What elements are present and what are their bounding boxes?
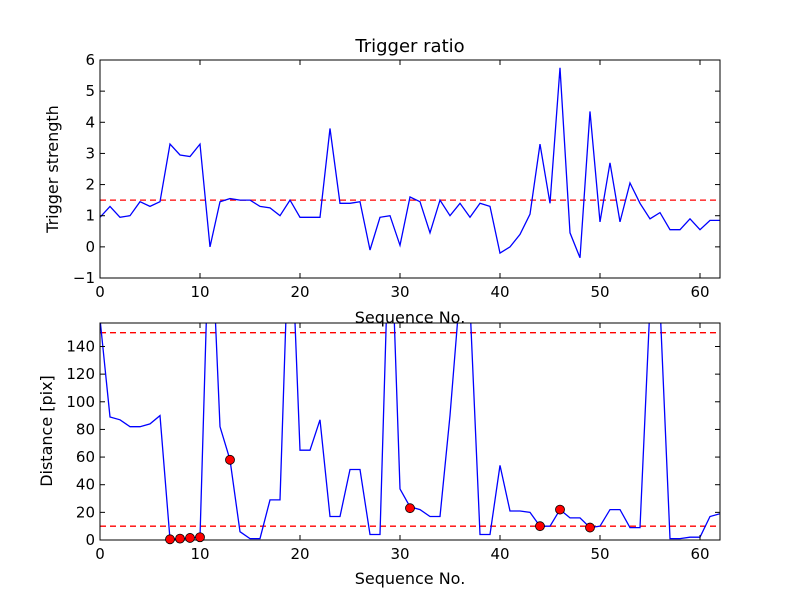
y-tick-label: 2 bbox=[85, 176, 95, 194]
plot-frame bbox=[99, 59, 721, 279]
plot-frame bbox=[99, 322, 721, 541]
x-tick-label: 30 bbox=[390, 283, 409, 301]
marker-group bbox=[165, 454, 595, 545]
plot-area bbox=[100, 323, 720, 540]
x-tick-label: 10 bbox=[190, 545, 209, 563]
x-tick-label: 40 bbox=[490, 545, 509, 563]
data-marker bbox=[165, 534, 175, 545]
data-marker bbox=[225, 454, 235, 465]
y-tick-label: 140 bbox=[66, 337, 95, 355]
x-tick-label: 20 bbox=[290, 545, 309, 563]
y-tick-label: 0 bbox=[85, 238, 95, 256]
x-tick-label: 50 bbox=[590, 545, 609, 563]
y-tick-label: 60 bbox=[76, 448, 95, 466]
series-line bbox=[100, 323, 720, 540]
y-tick-label: 6 bbox=[85, 51, 95, 69]
y-axis-label: Trigger strength bbox=[43, 105, 62, 234]
y-tick-label: 3 bbox=[85, 144, 95, 162]
data-marker bbox=[195, 532, 205, 543]
x-tick-label: 0 bbox=[95, 545, 105, 563]
data-marker bbox=[555, 504, 565, 515]
y-tick-label: 4 bbox=[85, 113, 95, 131]
x-tick-label: 10 bbox=[190, 283, 209, 301]
y-tick-label: 80 bbox=[76, 420, 95, 438]
y-tick-label: 5 bbox=[85, 82, 95, 100]
data-marker bbox=[405, 503, 415, 514]
data-marker bbox=[175, 533, 185, 544]
data-marker bbox=[585, 522, 595, 533]
y-axis-label: Distance [pix] bbox=[37, 375, 56, 487]
y-tick-label: 20 bbox=[76, 503, 95, 521]
y-tick-label: 0 bbox=[85, 531, 95, 549]
x-axis-label: Sequence No. bbox=[355, 308, 466, 327]
y-tick-label: 40 bbox=[76, 476, 95, 494]
chart-title: Trigger ratio bbox=[354, 36, 464, 57]
y-tick-label: 120 bbox=[66, 365, 95, 383]
distance-chart: 0 10 20 30 40 50 60 0 20 40 60 80 100 120 140 Sequence… bbox=[37, 322, 721, 588]
x-axis-label: Sequence No. bbox=[355, 569, 466, 588]
x-tick-label: 30 bbox=[390, 545, 409, 563]
x-tick-label: 20 bbox=[290, 283, 309, 301]
y-tick-label: −1 bbox=[73, 269, 95, 287]
x-tick-label: 50 bbox=[590, 283, 609, 301]
x-tick-label: 60 bbox=[690, 545, 709, 563]
data-marker bbox=[185, 533, 195, 543]
plot-area bbox=[100, 67, 720, 259]
x-tick-label: 0 bbox=[95, 283, 105, 301]
series-line bbox=[100, 67, 720, 259]
data-marker bbox=[535, 521, 545, 532]
x-tick-label: 40 bbox=[490, 283, 509, 301]
axis-ticks: 0 10 20 30 40 50 60 0 20 40 60 80 100 120 140 bbox=[66, 323, 720, 563]
y-tick-label: 1 bbox=[85, 207, 95, 225]
y-tick-label: 100 bbox=[66, 393, 95, 411]
x-tick-label: 60 bbox=[690, 283, 709, 301]
